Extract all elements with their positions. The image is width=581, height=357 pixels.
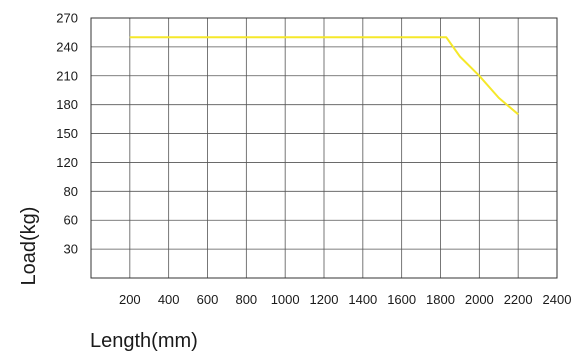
x-tick-labels: 200 400 600 800 1000 1200 1400 1600 1800 2000 2200… xyxy=(119,292,571,307)
y-tick-labels: 30 60 80 120 150 180 210 240 270 xyxy=(56,11,78,257)
y-tick-label: 210 xyxy=(56,68,78,83)
y-tick-label: 150 xyxy=(56,126,78,141)
x-tick-label: 200 xyxy=(119,292,141,307)
x-tick-label: 2200 xyxy=(504,292,533,307)
x-tick-label: 800 xyxy=(235,292,257,307)
y-tick-label: 120 xyxy=(56,155,78,170)
x-tick-label: 1000 xyxy=(271,292,300,307)
y-tick-label: 60 xyxy=(64,213,78,228)
x-tick-label: 400 xyxy=(158,292,180,307)
y-tick-label: 80 xyxy=(64,184,78,199)
x-axis-label: Length(mm) xyxy=(90,330,198,352)
x-tick-label: 1200 xyxy=(310,292,339,307)
y-tick-label: 240 xyxy=(56,39,78,54)
horizontal-gridlines xyxy=(91,46,557,250)
y-axis-label: Load(kg) xyxy=(18,207,40,286)
series-line-0 xyxy=(129,36,519,116)
x-tick-label: 1400 xyxy=(348,292,377,307)
y-tick-label: 180 xyxy=(56,97,78,112)
x-tick-label: 1600 xyxy=(387,292,416,307)
x-tick-label: 600 xyxy=(197,292,219,307)
y-tick-label: 30 xyxy=(64,242,78,257)
x-tick-label: 2000 xyxy=(465,292,494,307)
vertical-gridlines xyxy=(129,18,519,278)
series-layer xyxy=(129,36,519,116)
y-tick-label: 270 xyxy=(56,11,78,26)
plot-frame xyxy=(90,17,558,279)
x-tick-label: 2400 xyxy=(543,292,572,307)
x-tick-label: 1800 xyxy=(426,292,455,307)
